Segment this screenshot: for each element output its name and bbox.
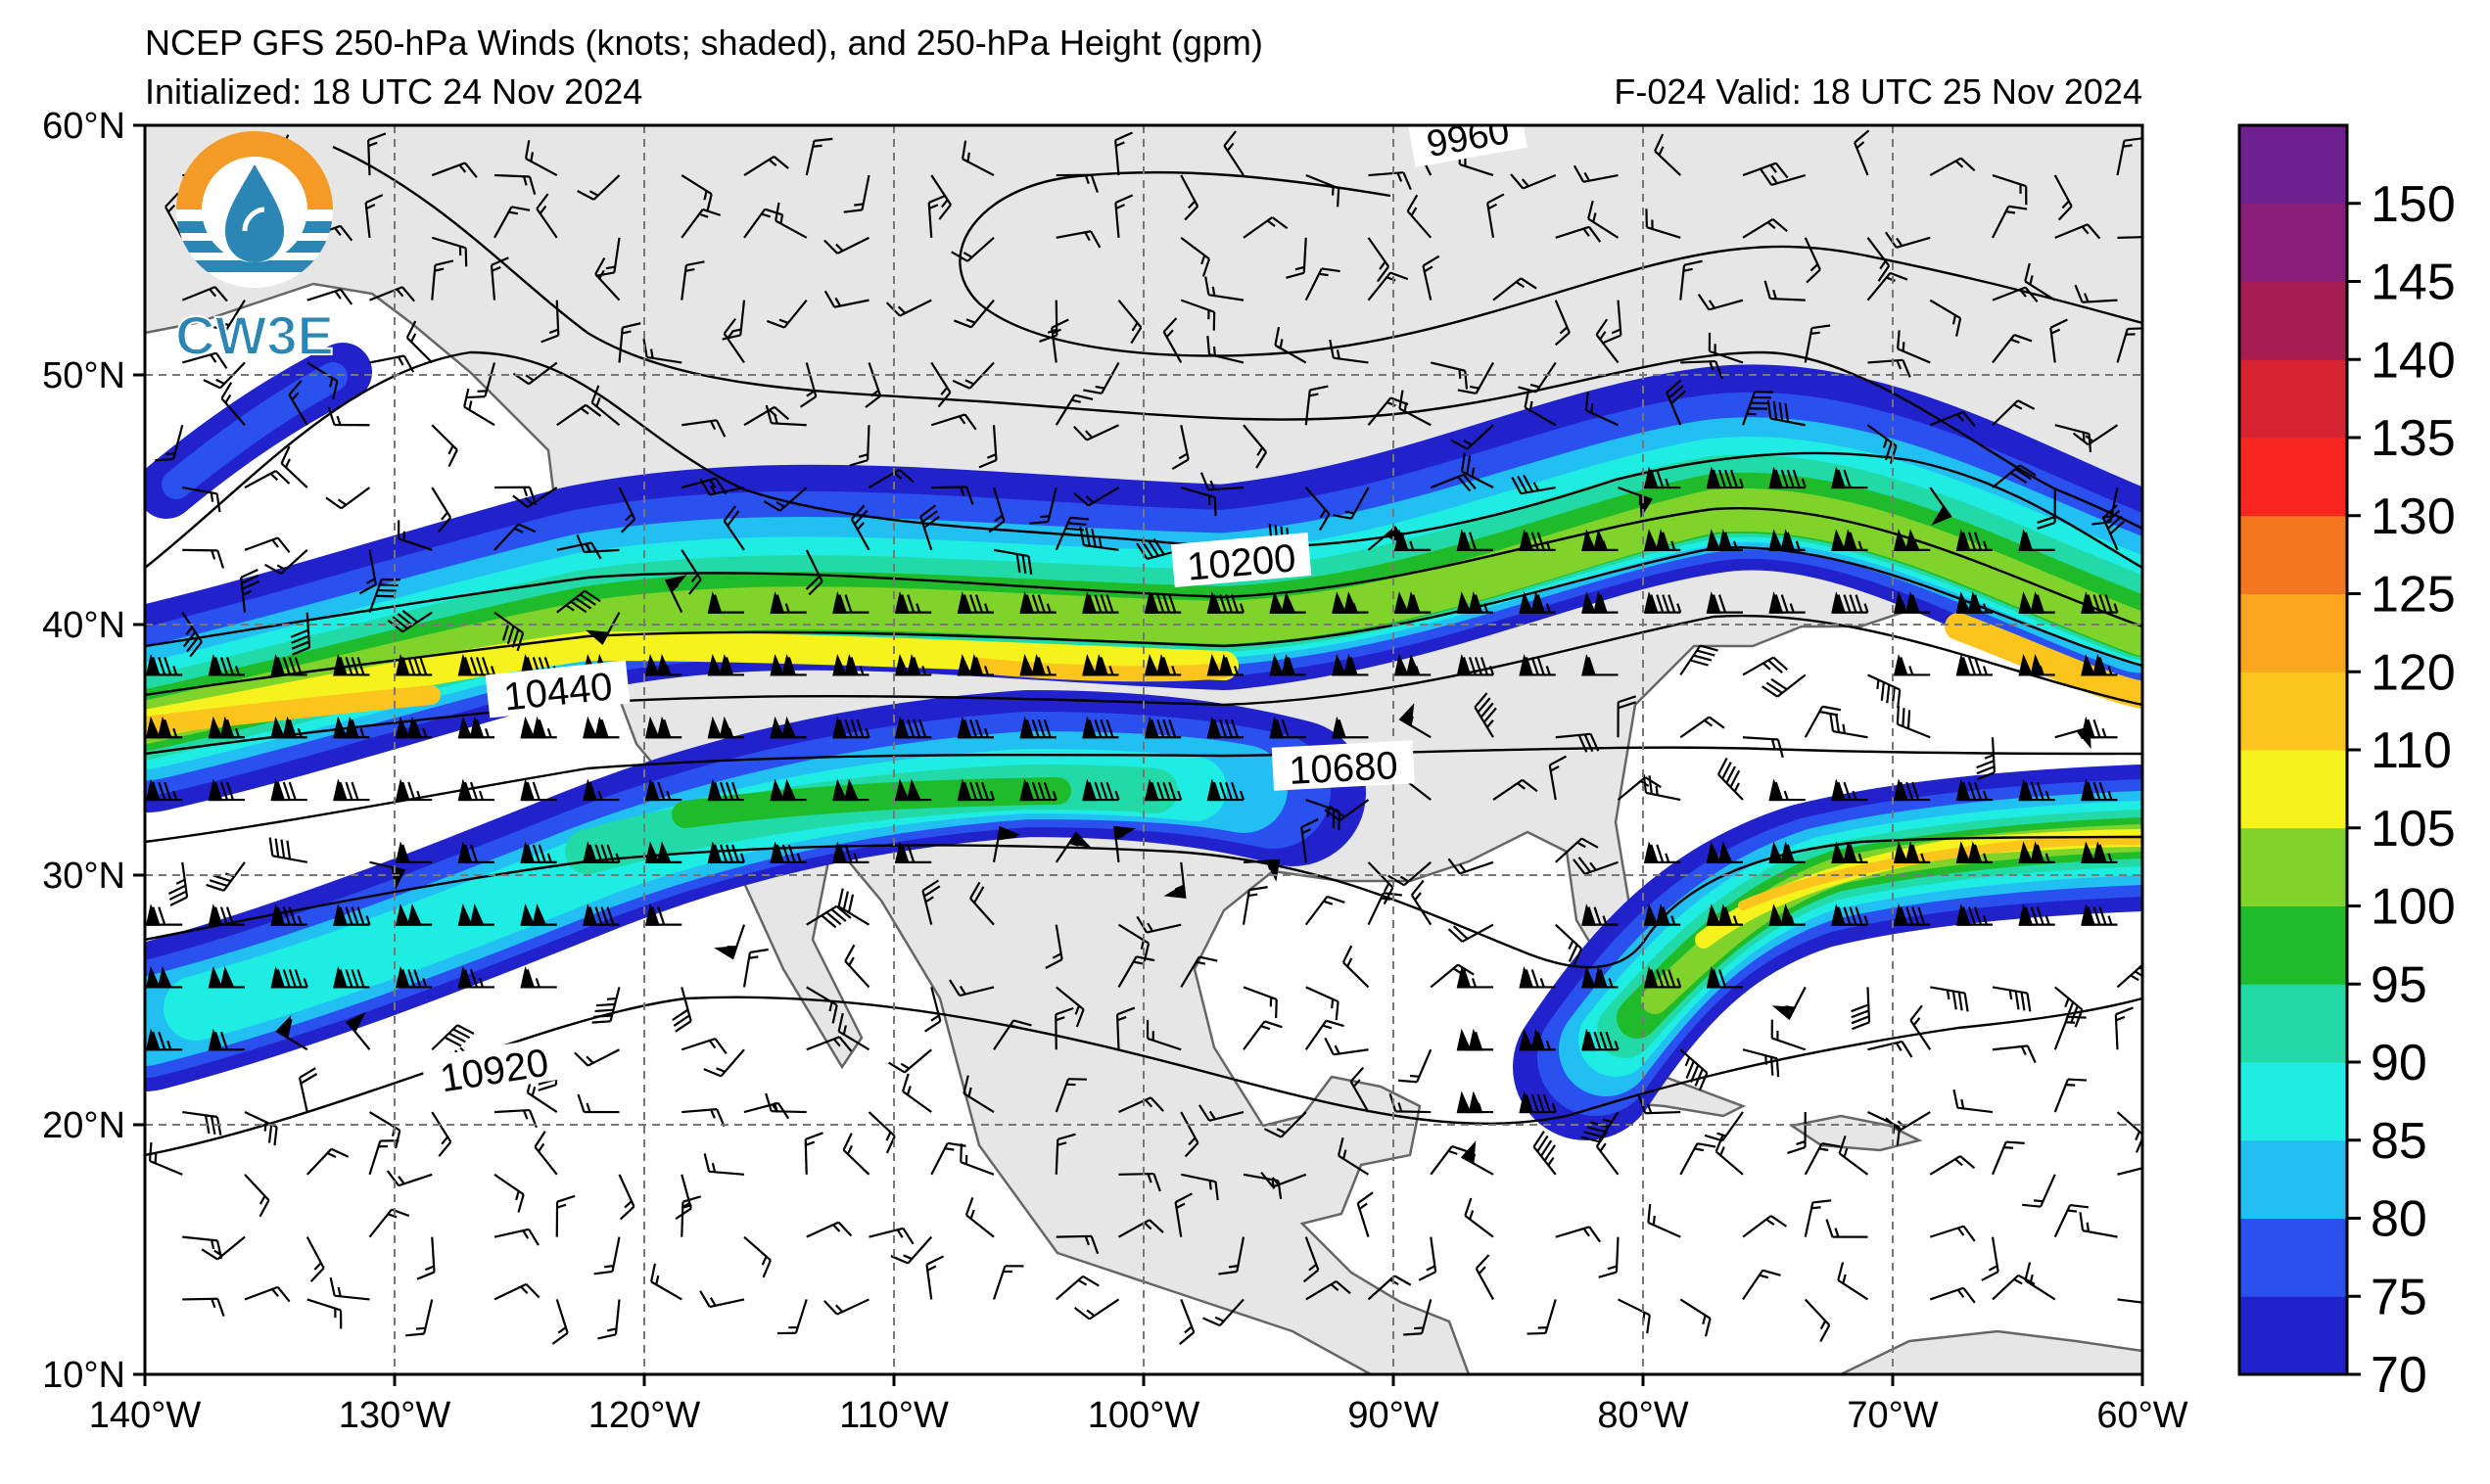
colorbar-tick-label: 95: [2371, 956, 2427, 1013]
cw3e-logo: CW3E: [175, 131, 334, 366]
lon-label-140w: 140°W: [89, 1395, 202, 1436]
lon-label-130w: 130°W: [339, 1395, 451, 1436]
colorbar-tick-label: 150: [2371, 176, 2456, 233]
lon-label-120w: 120°W: [588, 1395, 701, 1436]
colorbar-tick-label: 100: [2371, 879, 2456, 936]
lat-label-10n: 10°N: [42, 1355, 125, 1396]
colorbar-bin: [2239, 282, 2347, 360]
lat-label-60n: 60°N: [42, 106, 125, 147]
colorbar-tick-label: 130: [2371, 488, 2456, 545]
lon-label-110w: 110°W: [839, 1395, 949, 1436]
colorbar-tick-label: 120: [2371, 644, 2456, 701]
valid-time: F-024 Valid: 18 UTC 25 Nov 2024: [1614, 71, 2142, 112]
colorbar-bin: [2239, 906, 2347, 985]
colorbar-tick-label: 135: [2371, 410, 2456, 467]
colorbar-bin: [2239, 204, 2347, 282]
colorbar-bin: [2239, 1219, 2347, 1297]
colorbar-bin: [2239, 672, 2347, 750]
colorbar-tick-label: 140: [2371, 332, 2456, 389]
colorbar-bin: [2239, 359, 2347, 438]
colorbar-tick-label: 90: [2371, 1035, 2427, 1091]
lon-label-60w: 60°W: [2096, 1395, 2187, 1436]
latitude-labels: 60°N 50°N 40°N 30°N 20°N 10°N: [42, 106, 125, 1396]
colorbar-tick-label: 110: [2371, 722, 2452, 779]
lon-label-100w: 100°W: [1088, 1395, 1200, 1436]
init-time: Initialized: 18 UTC 24 Nov 2024: [145, 71, 642, 112]
lon-label-90w: 90°W: [1347, 1395, 1438, 1436]
colorbar: 70 75 80 85 90 95 100 105 110 120 125 130 135 140 145 1…: [2239, 125, 2456, 1404]
colorbar-tick-label: 75: [2371, 1269, 2427, 1325]
lon-label-80w: 80°W: [1597, 1395, 1688, 1436]
logo-text: CW3E: [175, 304, 334, 366]
contour-label-10680: 10680: [1288, 744, 1398, 793]
colorbar-tick-label: 80: [2371, 1191, 2427, 1248]
colorbar-tick-label: 125: [2371, 567, 2456, 624]
colorbar-tick-label: 145: [2371, 255, 2456, 311]
longitude-labels: 140°W 130°W 120°W 110°W 100°W 90°W 80°W …: [89, 1395, 2188, 1436]
colorbar-tick-label: 105: [2371, 801, 2456, 858]
colorbar-bin: [2239, 750, 2347, 828]
lat-label-50n: 50°N: [42, 355, 125, 396]
figure-header: NCEP GFS 250-hPa Winds (knots; shaded), …: [145, 23, 2142, 112]
lat-label-30n: 30°N: [42, 856, 125, 897]
figure-title: NCEP GFS 250-hPa Winds (knots; shaded), …: [145, 23, 1263, 63]
colorbar-bin: [2239, 828, 2347, 906]
colorbar-bin: [2239, 984, 2347, 1062]
colorbar-bin: [2239, 438, 2347, 516]
colorbar-tick-label: 85: [2371, 1113, 2427, 1170]
lon-label-70w: 70°W: [1847, 1395, 1938, 1436]
colorbar-bin: [2239, 1296, 2347, 1374]
colorbar-bin: [2239, 1062, 2347, 1140]
colorbar-bin: [2239, 594, 2347, 672]
lat-label-40n: 40°N: [42, 605, 125, 646]
colorbar-bin: [2239, 516, 2347, 594]
lat-label-20n: 20°N: [42, 1105, 125, 1146]
colorbar-bin: [2239, 1140, 2347, 1219]
colorbar-tick-label: 70: [2371, 1347, 2427, 1404]
colorbar-bin: [2239, 125, 2347, 204]
